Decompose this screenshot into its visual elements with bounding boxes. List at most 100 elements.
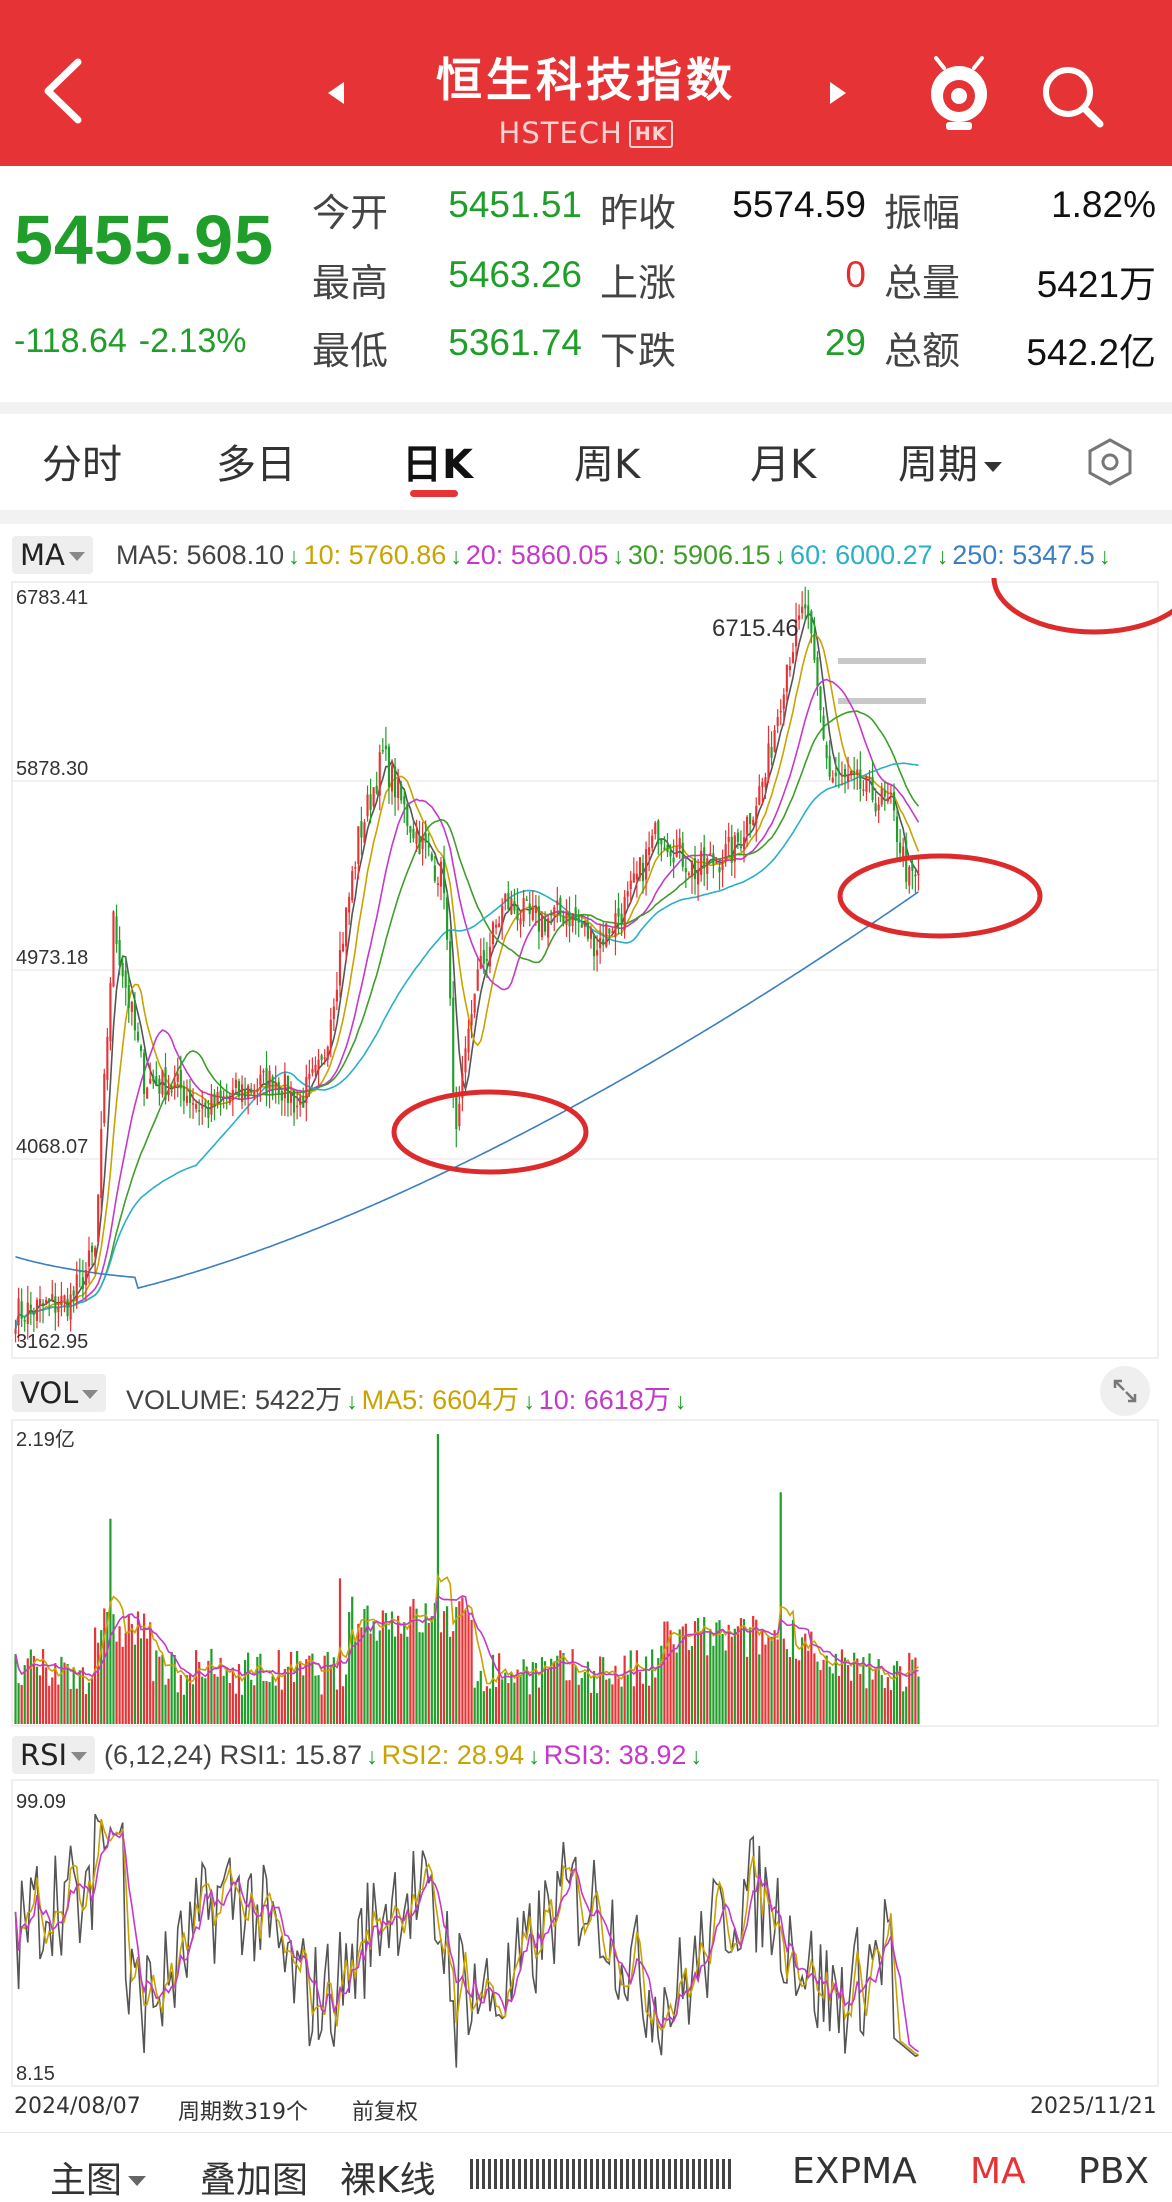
candle-body (146, 1087, 149, 1099)
volume-bar (516, 1669, 519, 1724)
candle-body (48, 1298, 51, 1301)
candle-body (473, 993, 476, 1013)
candle-body (791, 652, 795, 664)
volume-bar (868, 1653, 871, 1724)
candle-body (75, 1274, 78, 1302)
volume-bar (504, 1672, 507, 1724)
candle-body (106, 1036, 109, 1080)
candle-body (914, 874, 917, 877)
volume-bar (880, 1674, 883, 1724)
volume-bar (66, 1663, 69, 1724)
candle-body (32, 1313, 35, 1315)
volume-bar (100, 1630, 103, 1724)
candle-body (648, 847, 651, 855)
volume-bar (749, 1627, 752, 1724)
candle-body (14, 1329, 17, 1334)
candle-body (586, 922, 589, 939)
vol-selector[interactable]: VOL (12, 1374, 107, 1412)
tab-daily-k[interactable]: 日K (402, 442, 473, 488)
quote-value: 0 (845, 254, 866, 295)
volume-chart[interactable]: 2.19亿 (0, 1418, 1172, 1730)
candle-body (280, 1090, 283, 1101)
mascot-icon[interactable] (924, 56, 994, 132)
candle-body (418, 836, 421, 855)
search-icon[interactable] (1038, 62, 1108, 132)
volume-bar (109, 1518, 112, 1724)
candle-body (843, 768, 847, 778)
volume-bar (730, 1636, 733, 1724)
down-arrow-icon: ↓ (450, 543, 462, 569)
tab-weekly-k[interactable]: 周K (574, 442, 641, 488)
indicator-value: 250: 5347.5 (952, 540, 1095, 570)
candle-body (583, 922, 586, 927)
volume-bar (602, 1657, 605, 1724)
volume-bar (35, 1666, 39, 1724)
volume-bar (240, 1694, 244, 1724)
next-triangle-icon[interactable] (822, 78, 852, 108)
ma-button[interactable]: MA (970, 2151, 1026, 2192)
candle-body (188, 1091, 192, 1103)
pbx-button[interactable]: PBX (1078, 2151, 1150, 2192)
candle-body (828, 755, 831, 777)
hatch-bar (518, 2159, 521, 2189)
rsi-chart[interactable]: 99.09 8.15 (0, 1778, 1172, 2090)
volume-bar (577, 1684, 580, 1724)
candle-body (335, 989, 338, 1002)
candle-body (323, 1057, 326, 1059)
quote-panel: 5455.95 -118.64 -2.13% 今开 5451.51 昨收 5574.59… (0, 166, 1172, 402)
prev-triangle-icon[interactable] (322, 78, 352, 108)
candlestick-series (14, 586, 920, 1343)
volume-bar (770, 1636, 773, 1724)
tab-intraday[interactable]: 分时 (42, 442, 122, 488)
volume-bar (525, 1666, 528, 1724)
overlay-chart-button[interactable]: 叠加图 (200, 2160, 309, 2201)
candle-body (170, 1090, 173, 1093)
rsi-selector[interactable]: RSI (12, 1736, 96, 1774)
volume-bar (715, 1622, 718, 1724)
candle-body (296, 1105, 299, 1108)
candle-body (90, 1245, 94, 1253)
volume-bar (608, 1678, 611, 1724)
volume-bar (531, 1662, 534, 1724)
quote-label: 总量 (884, 261, 961, 305)
candle-body (856, 769, 859, 775)
volume-bar (341, 1686, 345, 1724)
candle-body (195, 1104, 198, 1109)
back-arrow-icon[interactable] (36, 56, 92, 126)
tab-multi-day[interactable]: 多日 (216, 442, 296, 488)
kline-chart[interactable]: 6783.41 5878.30 4973.18 4068.07 3162.95 6715.… (0, 578, 1172, 1362)
volume-bar (834, 1653, 837, 1724)
naked-k-button[interactable]: 裸K线 (340, 2160, 436, 2201)
main-chart-dropdown[interactable]: 主图 (50, 2151, 147, 2202)
expma-button[interactable]: EXPMA (792, 2151, 917, 2192)
price-axis-labels: 6783.41 5878.30 4973.18 4068.07 3162.95 6715.… (16, 587, 799, 1353)
volume-bar (895, 1661, 899, 1724)
price-axis-label: 3162.95 (16, 1331, 88, 1353)
tab-monthly-k[interactable]: 月K (750, 442, 817, 488)
volume-bar (592, 1670, 596, 1724)
candle-body (669, 850, 672, 857)
volume-bar (831, 1673, 834, 1724)
candle-body (308, 1073, 311, 1080)
volume-bar (277, 1650, 280, 1724)
hatch-bar (596, 2159, 599, 2189)
hatch-bar (614, 2159, 617, 2189)
volume-bar (801, 1637, 804, 1724)
hatch-bar (494, 2159, 497, 2189)
candle-body (100, 1128, 103, 1198)
expand-chart-button[interactable] (1100, 1366, 1150, 1416)
tab-period-dropdown[interactable]: 周期 (898, 432, 1002, 490)
candle-body (185, 1095, 189, 1104)
volume-bar (660, 1645, 663, 1724)
volume-bar (899, 1666, 902, 1724)
volume-bar (727, 1624, 730, 1724)
volume-bar (250, 1679, 253, 1724)
hatch-bar (704, 2159, 707, 2189)
ma-selector[interactable]: MA (12, 536, 93, 574)
candle-body (216, 1092, 219, 1104)
volume-bar (755, 1619, 758, 1724)
candle-body (485, 959, 488, 961)
settings-hex-icon[interactable] (1084, 436, 1136, 488)
adjust-mode[interactable]: 前复权 (352, 2100, 419, 2125)
candle-body (507, 893, 510, 910)
